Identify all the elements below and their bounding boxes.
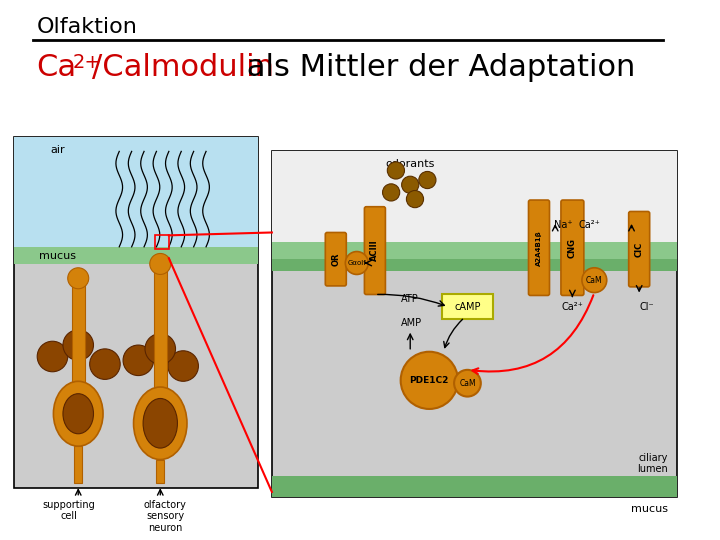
Circle shape [346,252,368,274]
Circle shape [123,345,153,376]
Text: supporting
cell: supporting cell [42,500,95,521]
Text: cAMP: cAMP [454,302,481,312]
FancyBboxPatch shape [561,200,584,295]
Bar [14,247,258,264]
Text: AMP: AMP [400,319,422,328]
FancyBboxPatch shape [441,294,493,319]
Bar [156,235,169,249]
Circle shape [63,330,94,360]
Ellipse shape [143,399,177,448]
Bar [272,151,678,242]
Bar [272,242,678,259]
Text: als Mittler der Adaptation: als Mittler der Adaptation [237,53,635,82]
Text: ciliary
lumen: ciliary lumen [637,453,667,474]
FancyBboxPatch shape [528,200,549,295]
Circle shape [400,352,458,409]
Bar [14,137,258,488]
Text: odorants: odorants [385,159,435,169]
Bar [272,259,678,271]
Circle shape [168,351,199,381]
Bar [272,476,678,497]
Text: A2A4B1β: A2A4B1β [536,230,542,266]
Circle shape [406,191,423,208]
FancyBboxPatch shape [71,283,85,414]
Text: CaM: CaM [586,276,603,285]
Bar [14,137,258,247]
Text: Gαolf: Gαolf [348,260,366,266]
Ellipse shape [133,387,187,460]
Text: Ca²⁺: Ca²⁺ [579,220,600,230]
Ellipse shape [63,394,94,434]
FancyBboxPatch shape [156,460,164,483]
Text: olfactory
sensory
neuron: olfactory sensory neuron [143,500,186,533]
Circle shape [582,268,607,293]
Ellipse shape [53,381,103,446]
Circle shape [68,268,89,289]
FancyBboxPatch shape [325,233,346,286]
Circle shape [90,349,120,380]
Bar [272,151,678,497]
Text: ACIII: ACIII [370,240,379,261]
Circle shape [419,171,436,188]
Text: Ca: Ca [36,53,76,82]
Text: mucus: mucus [39,251,76,261]
Circle shape [382,184,400,201]
Text: PDE1C2: PDE1C2 [410,376,449,385]
Text: mucus: mucus [631,504,667,515]
Text: Ca²⁺: Ca²⁺ [562,302,583,312]
Circle shape [387,162,405,179]
Text: Na⁺: Na⁺ [554,220,573,230]
Text: Cl⁻: Cl⁻ [639,302,654,312]
Text: Olfaktion: Olfaktion [36,17,137,37]
FancyBboxPatch shape [629,212,649,287]
Text: 2+: 2+ [73,53,102,72]
Text: CaM: CaM [459,379,476,388]
Text: OR: OR [331,252,341,266]
Circle shape [454,370,481,396]
FancyBboxPatch shape [153,269,167,423]
Text: ClC: ClC [634,241,644,257]
Text: ATP: ATP [400,294,418,305]
Circle shape [402,176,419,193]
Circle shape [150,253,171,274]
Circle shape [145,334,176,364]
FancyBboxPatch shape [364,207,385,294]
Text: air: air [50,145,65,155]
Text: /Calmodulin: /Calmodulin [91,53,274,82]
FancyBboxPatch shape [74,446,82,483]
Text: CNG: CNG [568,238,577,258]
Circle shape [37,341,68,372]
